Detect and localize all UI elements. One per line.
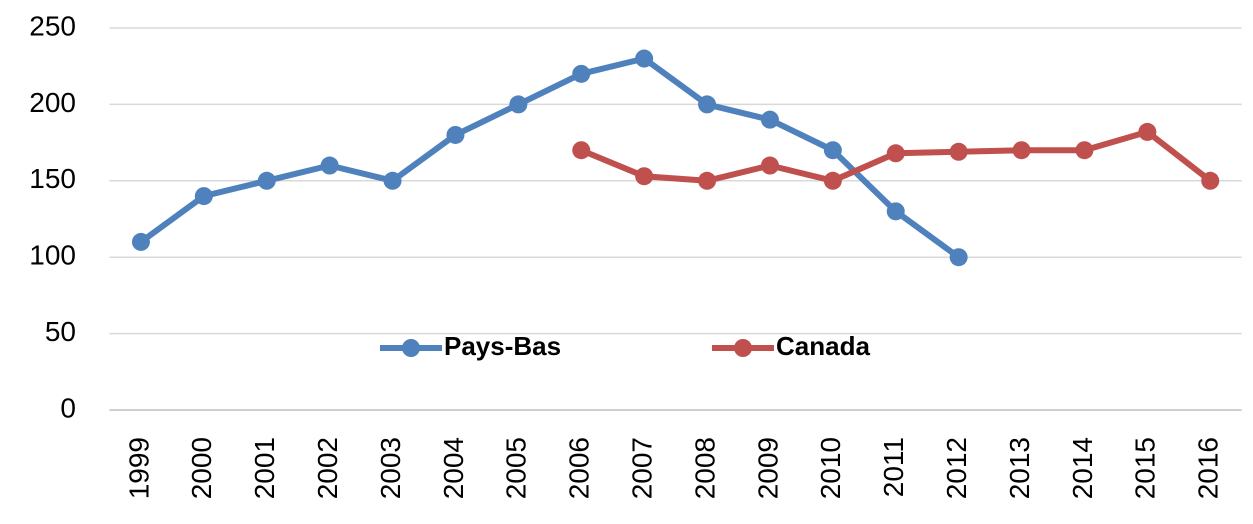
data-point xyxy=(1075,141,1094,160)
data-point xyxy=(949,248,968,267)
data-point xyxy=(446,125,465,144)
data-point xyxy=(1138,122,1157,141)
data-point xyxy=(194,187,213,206)
y-tick-label: 200 xyxy=(29,87,76,118)
y-tick-label: 50 xyxy=(45,316,76,347)
data-point xyxy=(949,142,968,161)
y-tick-label: 100 xyxy=(29,240,76,271)
x-tick-label: 2010 xyxy=(815,437,846,499)
data-point xyxy=(823,141,842,160)
data-point xyxy=(886,144,905,163)
data-point xyxy=(509,95,528,114)
y-tick-label: 250 xyxy=(29,10,76,41)
data-point xyxy=(698,171,717,190)
data-point xyxy=(572,141,591,160)
legend-label: Canada xyxy=(776,331,870,361)
data-point xyxy=(1012,141,1031,160)
data-point xyxy=(257,171,276,190)
x-tick-label: 2013 xyxy=(1004,437,1035,499)
x-tick-label: 2014 xyxy=(1067,437,1098,499)
x-tick-label: 2008 xyxy=(689,437,720,499)
legend-swatch-marker xyxy=(402,339,420,357)
data-point xyxy=(635,167,654,186)
data-point xyxy=(760,156,779,175)
x-tick-label: 2015 xyxy=(1130,437,1161,499)
x-tick-label: 2005 xyxy=(501,437,532,499)
x-tick-label: 1999 xyxy=(123,437,154,499)
x-tick-label: 2002 xyxy=(312,437,343,499)
legend-label: Pays-Bas xyxy=(444,331,561,361)
x-tick-label: 2004 xyxy=(438,437,469,499)
data-point xyxy=(823,171,842,190)
data-point xyxy=(1201,171,1220,190)
data-point xyxy=(572,64,591,83)
data-point xyxy=(635,49,654,68)
data-point xyxy=(760,110,779,129)
series-line xyxy=(139,55,961,260)
x-tick-label: 2001 xyxy=(249,437,280,499)
x-tick-label: 2006 xyxy=(564,437,595,499)
data-point xyxy=(886,202,905,221)
x-tick-label: 2009 xyxy=(752,437,783,499)
legend-swatch-marker xyxy=(734,339,752,357)
x-tick-label: 2007 xyxy=(627,437,658,499)
x-tick-label: 2012 xyxy=(941,437,972,499)
x-tick-label: 2011 xyxy=(878,437,909,497)
x-tick-label: 2016 xyxy=(1193,437,1224,499)
y-tick-label: 150 xyxy=(29,163,76,194)
data-point xyxy=(383,171,402,190)
data-point xyxy=(698,95,717,114)
y-tick-label: 0 xyxy=(60,392,76,423)
data-point xyxy=(320,156,339,175)
x-tick-label: 2003 xyxy=(375,437,406,499)
data-point xyxy=(131,232,150,251)
x-tick-label: 2000 xyxy=(186,437,217,499)
